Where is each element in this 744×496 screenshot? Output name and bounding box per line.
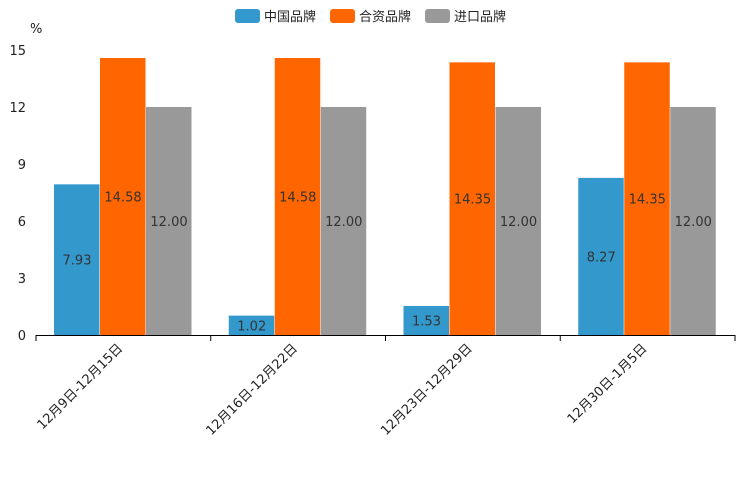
data-label: 14.58 (104, 190, 141, 205)
y-axis-unit-label: % (30, 22, 42, 37)
bar (320, 107, 367, 335)
y-tick-label: 15 (9, 44, 26, 59)
data-label: 1.53 (412, 314, 441, 329)
bar (495, 107, 541, 335)
data-label: 1.02 (237, 319, 266, 334)
data-label: 12.00 (325, 215, 362, 230)
bar (228, 315, 275, 335)
data-label: 12.00 (675, 215, 712, 230)
legend-label: 合资品牌 (359, 9, 411, 25)
data-label: 14.58 (279, 190, 316, 205)
x-category-label: 12月23日-12月29日 (378, 341, 475, 438)
bar (146, 107, 192, 335)
bar (670, 107, 716, 335)
legend-swatch (235, 9, 260, 23)
data-labels: 7.93 14.58 12.00 1.02 14.58 12.00 1.53 14.35 12.… (63, 190, 712, 334)
bar (54, 184, 100, 335)
data-label: 14.35 (454, 193, 491, 208)
y-tick-label: 12 (9, 101, 26, 116)
x-category-label: 12月16日-12月22日 (203, 341, 300, 438)
x-axis: 12月9日-12月15日 12月16日-12月22日 12月23日-12月29日 12… (35, 335, 736, 439)
bar (100, 57, 146, 335)
data-label: 14.35 (629, 193, 666, 208)
bar (449, 62, 495, 335)
x-category-label: 12月9日-12月15日 (35, 341, 127, 433)
bar (274, 57, 321, 335)
data-label: 8.27 (587, 250, 616, 265)
data-label: 12.00 (150, 215, 187, 230)
y-tick-label: 6 (18, 215, 26, 230)
bars (54, 57, 716, 335)
y-tick-label: 9 (18, 158, 26, 173)
y-axis: 0 3 6 9 12 15 (9, 44, 26, 344)
data-label: 7.93 (63, 254, 92, 269)
data-label: 12.00 (500, 215, 537, 230)
legend-label: 中国品牌 (264, 9, 316, 25)
y-tick-label: 3 (18, 272, 26, 287)
x-category-label: 12月30日-1月5日 (565, 341, 651, 427)
legend-swatch (330, 9, 355, 23)
bar (578, 177, 624, 335)
legend-label: 进口品牌 (454, 9, 506, 25)
bar (624, 62, 670, 335)
legend-swatch (425, 9, 450, 23)
bar (403, 305, 449, 335)
legend: 中国品牌 合资品牌 进口品牌 (235, 9, 506, 25)
y-tick-label: 0 (18, 329, 26, 344)
